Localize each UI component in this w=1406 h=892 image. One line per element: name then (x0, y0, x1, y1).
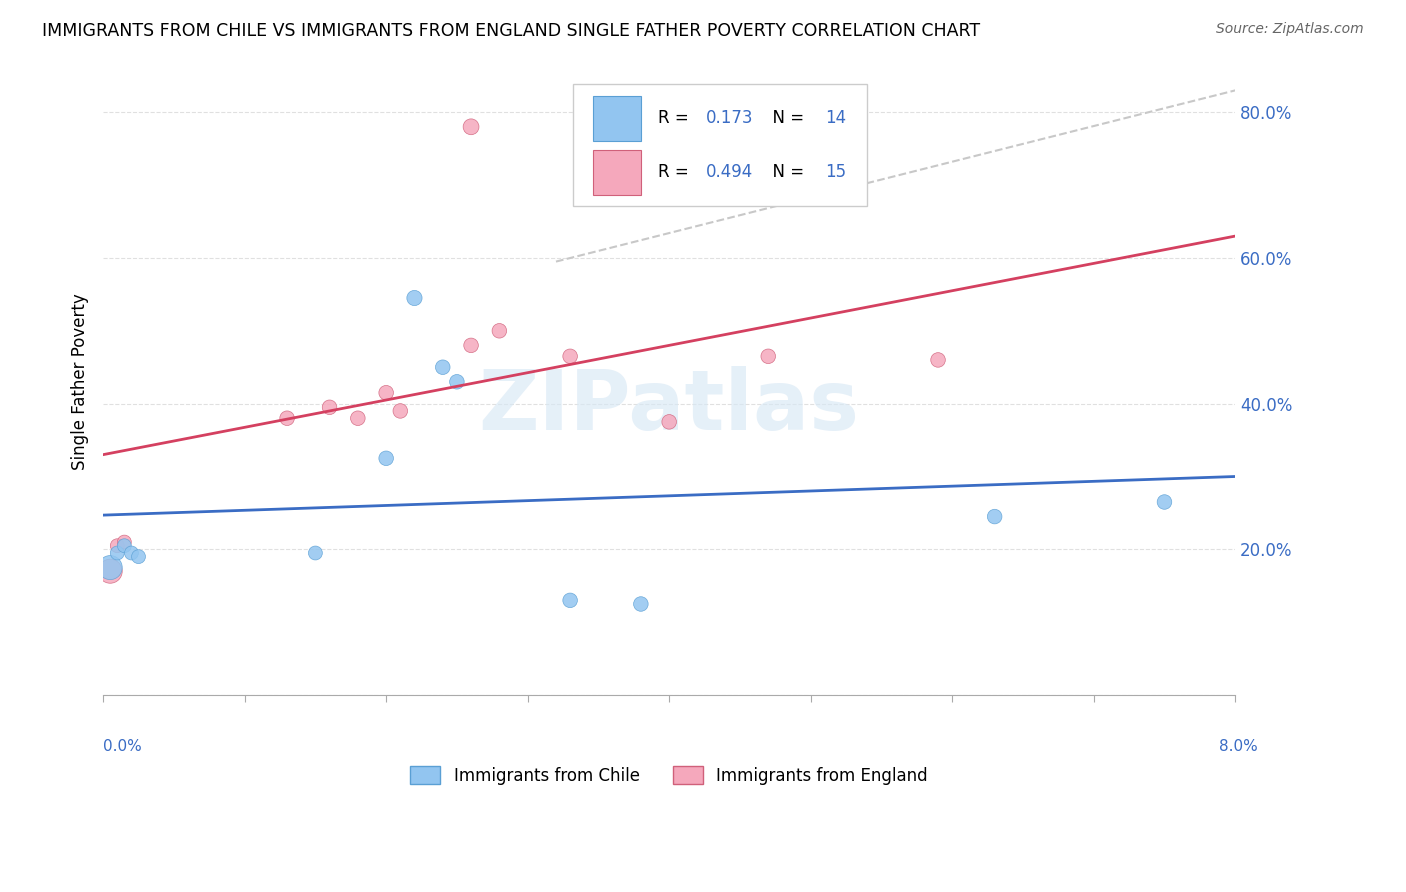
Point (112, 535, 135, 549)
Point (460, 120, 482, 134)
Point (658, 415, 681, 429)
Point (1153, 495, 1175, 509)
Point (375, 385, 398, 400)
Text: 0.173: 0.173 (706, 110, 752, 128)
Point (112, 539, 135, 553)
Text: N =: N = (762, 110, 810, 128)
Point (347, 411, 370, 425)
Text: N =: N = (762, 163, 810, 181)
Point (983, 509, 1005, 524)
Text: R =: R = (658, 163, 693, 181)
Point (276, 411, 298, 425)
Text: 8.0%: 8.0% (1219, 739, 1258, 754)
Text: R =: R = (658, 110, 693, 128)
Text: 15: 15 (825, 163, 846, 181)
Point (630, 597, 652, 611)
Text: IMMIGRANTS FROM CHILE VS IMMIGRANTS FROM ENGLAND SINGLE FATHER POVERTY CORRELATI: IMMIGRANTS FROM CHILE VS IMMIGRANTS FROM… (42, 22, 980, 40)
FancyBboxPatch shape (593, 150, 641, 194)
Point (488, 324, 510, 338)
FancyBboxPatch shape (574, 84, 868, 206)
Point (120, 546, 142, 560)
Point (432, 360, 454, 375)
Point (98, 564, 121, 578)
Point (304, 546, 326, 560)
Y-axis label: Single Father Poverty: Single Father Poverty (72, 293, 89, 470)
Point (318, 401, 340, 415)
Text: ZIPatlas: ZIPatlas (478, 367, 859, 448)
Point (98, 560, 121, 574)
Point (460, 338, 482, 352)
Text: 0.0%: 0.0% (103, 739, 142, 754)
Point (927, 353, 949, 368)
Point (446, 375, 468, 389)
Point (558, 349, 581, 363)
Point (389, 404, 412, 418)
Point (105, 539, 128, 553)
FancyBboxPatch shape (593, 95, 641, 141)
Point (558, 593, 581, 607)
Text: 0.494: 0.494 (706, 163, 752, 181)
Point (105, 546, 128, 560)
Point (756, 349, 779, 363)
Point (375, 451, 398, 466)
Point (128, 549, 150, 564)
Text: 14: 14 (825, 110, 846, 128)
Text: Source: ZipAtlas.com: Source: ZipAtlas.com (1216, 22, 1364, 37)
Point (404, 291, 426, 305)
Legend: Immigrants from Chile, Immigrants from England: Immigrants from Chile, Immigrants from E… (404, 760, 935, 791)
